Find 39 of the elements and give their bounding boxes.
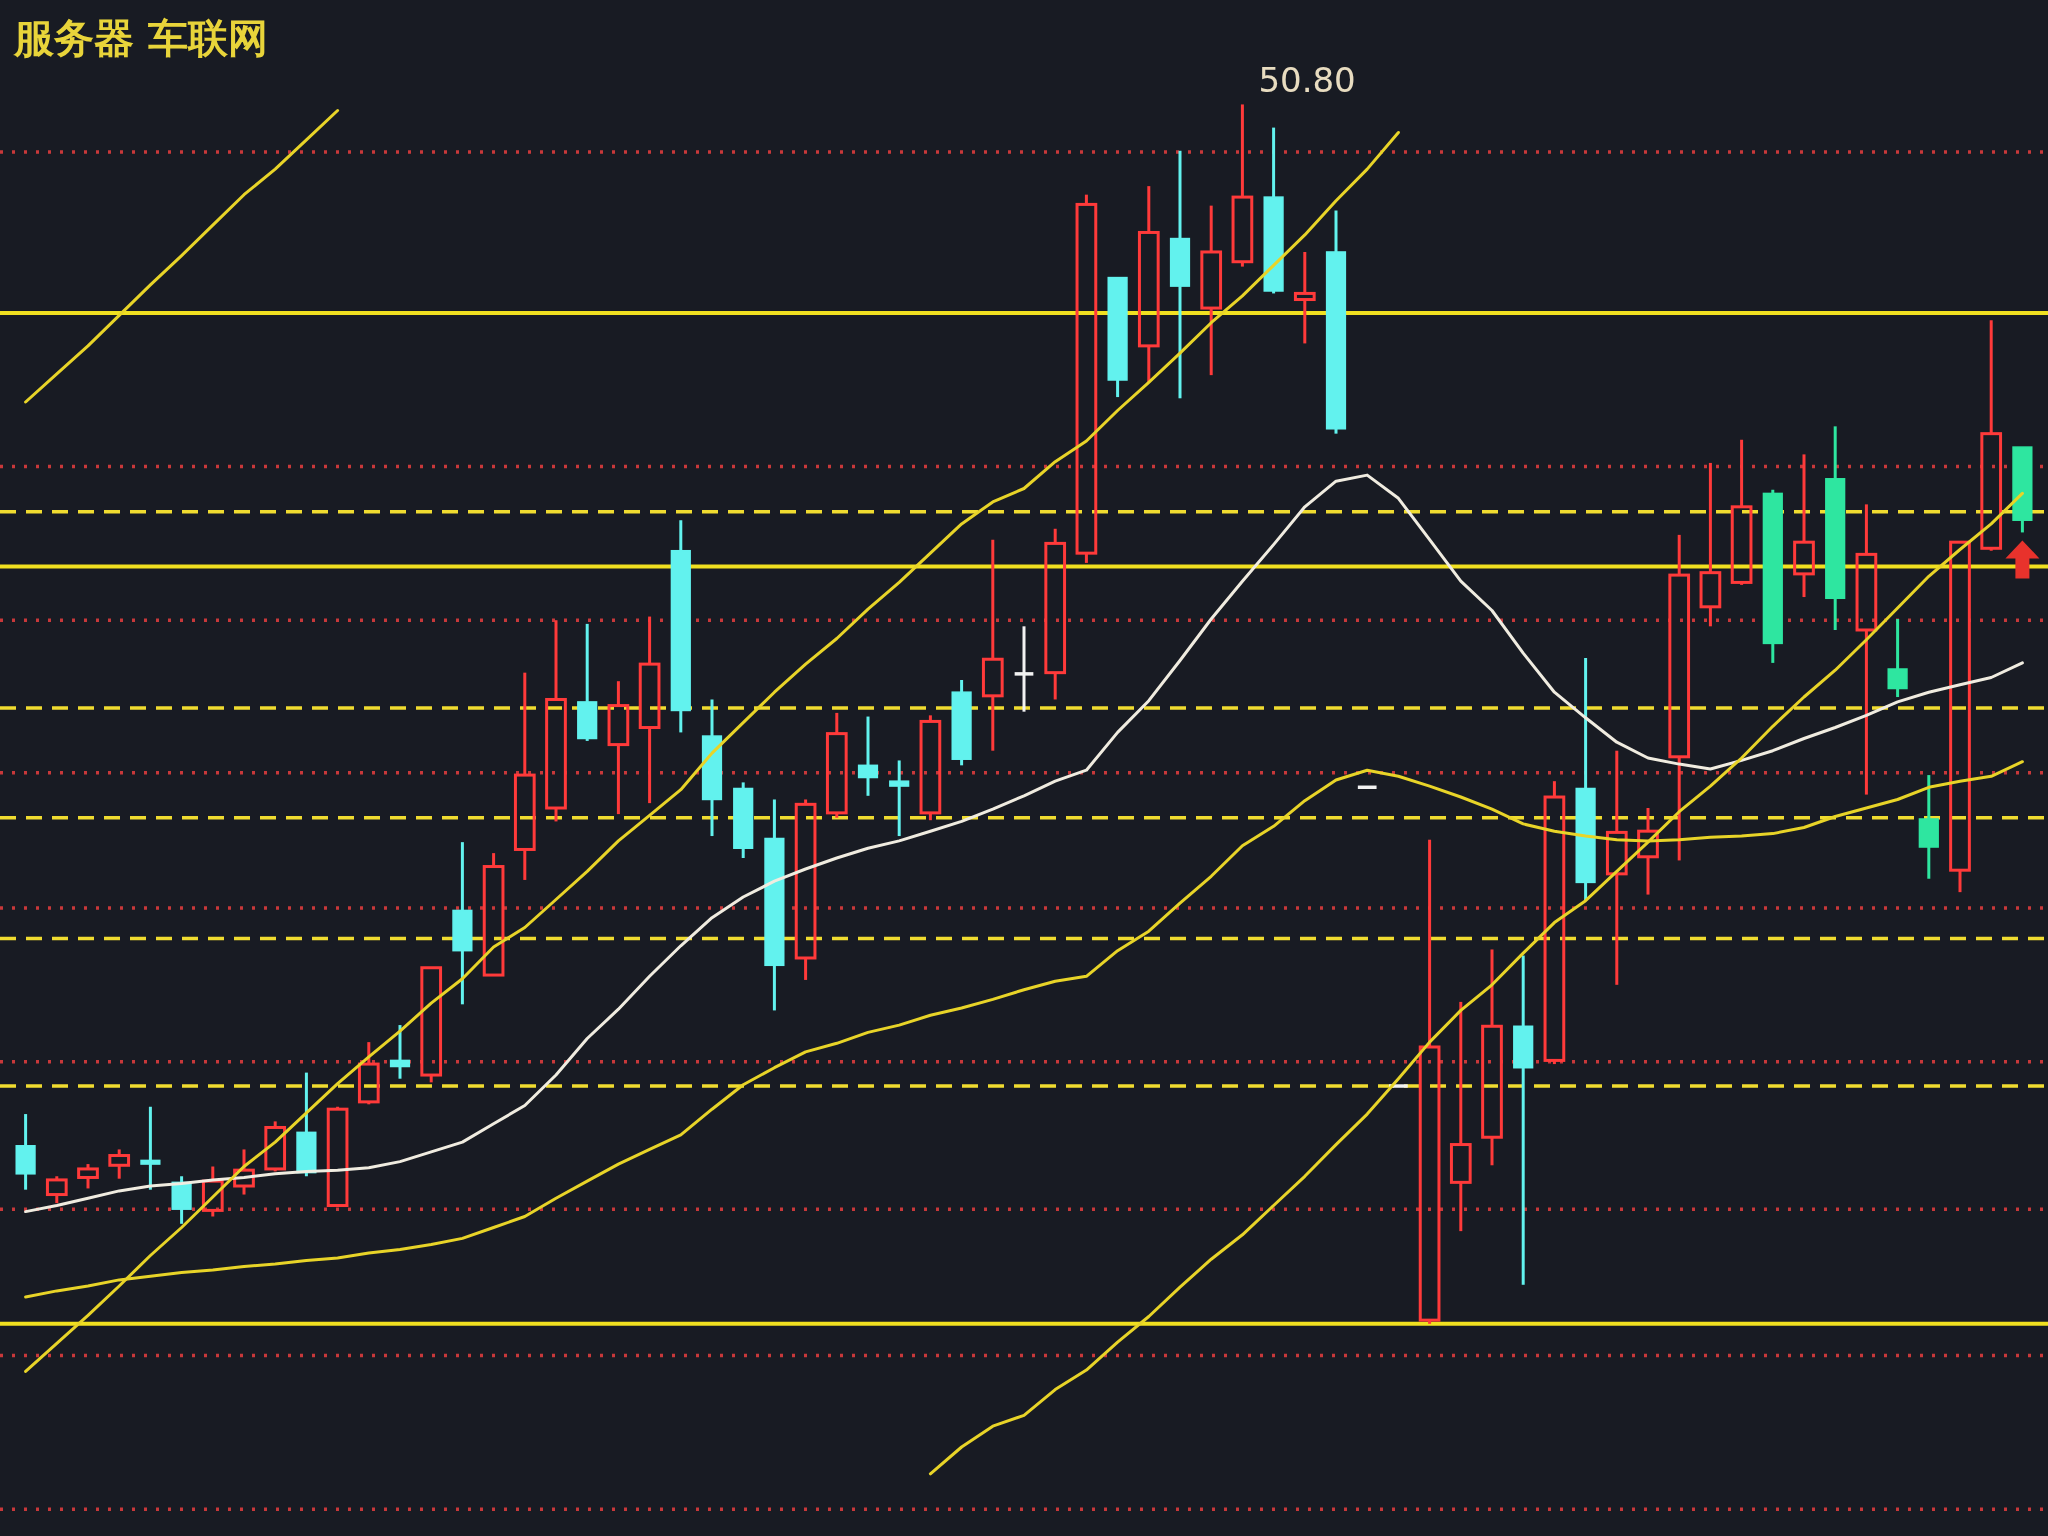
candlestick: [1137, 186, 1160, 383]
candlestick: [1513, 955, 1534, 1285]
candlestick: [1575, 658, 1596, 901]
candlestick: [171, 1176, 192, 1224]
candlestick: [1949, 540, 1971, 894]
candlestick: [1481, 949, 1503, 1166]
candlestick: [1668, 533, 1691, 861]
candlestick: [1449, 1000, 1472, 1233]
text: 服务器 车联网: [13, 15, 268, 61]
candlestick: [1855, 504, 1878, 795]
candlestick: [670, 520, 691, 733]
candlestick: [482, 853, 505, 977]
candlestick: [1887, 619, 1908, 699]
candlestick: [889, 760, 910, 838]
candlestick: [15, 1114, 36, 1190]
candlestick: [140, 1106, 161, 1190]
candlestick: [389, 1025, 411, 1079]
candlestick: [981, 539, 1004, 751]
candlestick: [513, 672, 536, 880]
candlestick: [701, 699, 723, 838]
candlestick: [1357, 785, 1377, 790]
candlestick: [1293, 251, 1316, 344]
candlestick: [1699, 461, 1722, 627]
candlestick: [1637, 808, 1659, 895]
text: 50.80: [1258, 60, 1356, 101]
candlestick: [1169, 149, 1191, 399]
candlestick: [733, 782, 754, 858]
candlestick: [1605, 750, 1628, 985]
candlestick: [607, 681, 630, 816]
candlestick: [857, 716, 879, 796]
candlestick: [1793, 454, 1815, 599]
candlestick: [1014, 626, 1034, 712]
candlestick: [1918, 775, 1939, 879]
candlestick: [452, 842, 473, 1005]
candlestick: [1107, 276, 1128, 399]
candlestick: [1825, 426, 1846, 630]
candlestick: [764, 799, 785, 1011]
candlestick: [638, 616, 661, 805]
candlestick: [1200, 205, 1223, 377]
